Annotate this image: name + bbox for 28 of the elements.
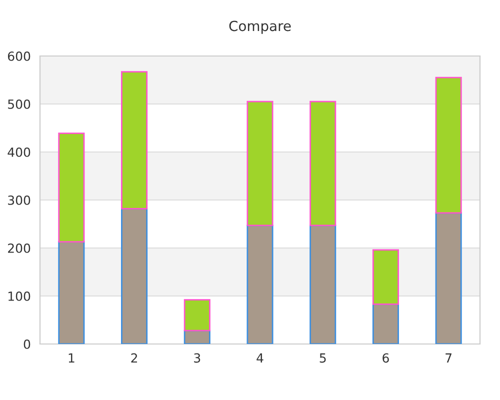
bar xyxy=(184,299,210,332)
y-tick-label: 100 xyxy=(8,291,30,301)
y-tick-label: 400 xyxy=(8,147,30,157)
bar xyxy=(246,224,274,344)
bar xyxy=(121,208,148,344)
chart-title: Compare xyxy=(229,20,291,34)
x-tick-label: 1 xyxy=(68,353,74,363)
y-tick-label: 0 xyxy=(24,339,30,349)
x-tick-label: 3 xyxy=(194,353,200,363)
bar xyxy=(246,100,274,226)
x-tick-label: 7 xyxy=(446,353,452,363)
bar xyxy=(435,212,462,344)
x-tick-label: 4 xyxy=(256,353,264,363)
bar xyxy=(372,249,399,305)
bar xyxy=(58,132,85,242)
y-tick-label: 500 xyxy=(8,99,30,109)
bar xyxy=(58,241,85,344)
x-tick-label: 6 xyxy=(382,353,389,363)
x-tick-label: 2 xyxy=(131,353,138,363)
y-tick-label: 200 xyxy=(8,243,30,253)
y-tick-label: 600 xyxy=(8,51,30,61)
y-tick-label: 300 xyxy=(8,195,30,205)
bar xyxy=(310,100,336,226)
bar xyxy=(121,71,148,210)
bar xyxy=(435,76,462,214)
x-tick-label: 5 xyxy=(320,353,326,363)
bar xyxy=(372,303,399,344)
bar xyxy=(310,224,336,344)
